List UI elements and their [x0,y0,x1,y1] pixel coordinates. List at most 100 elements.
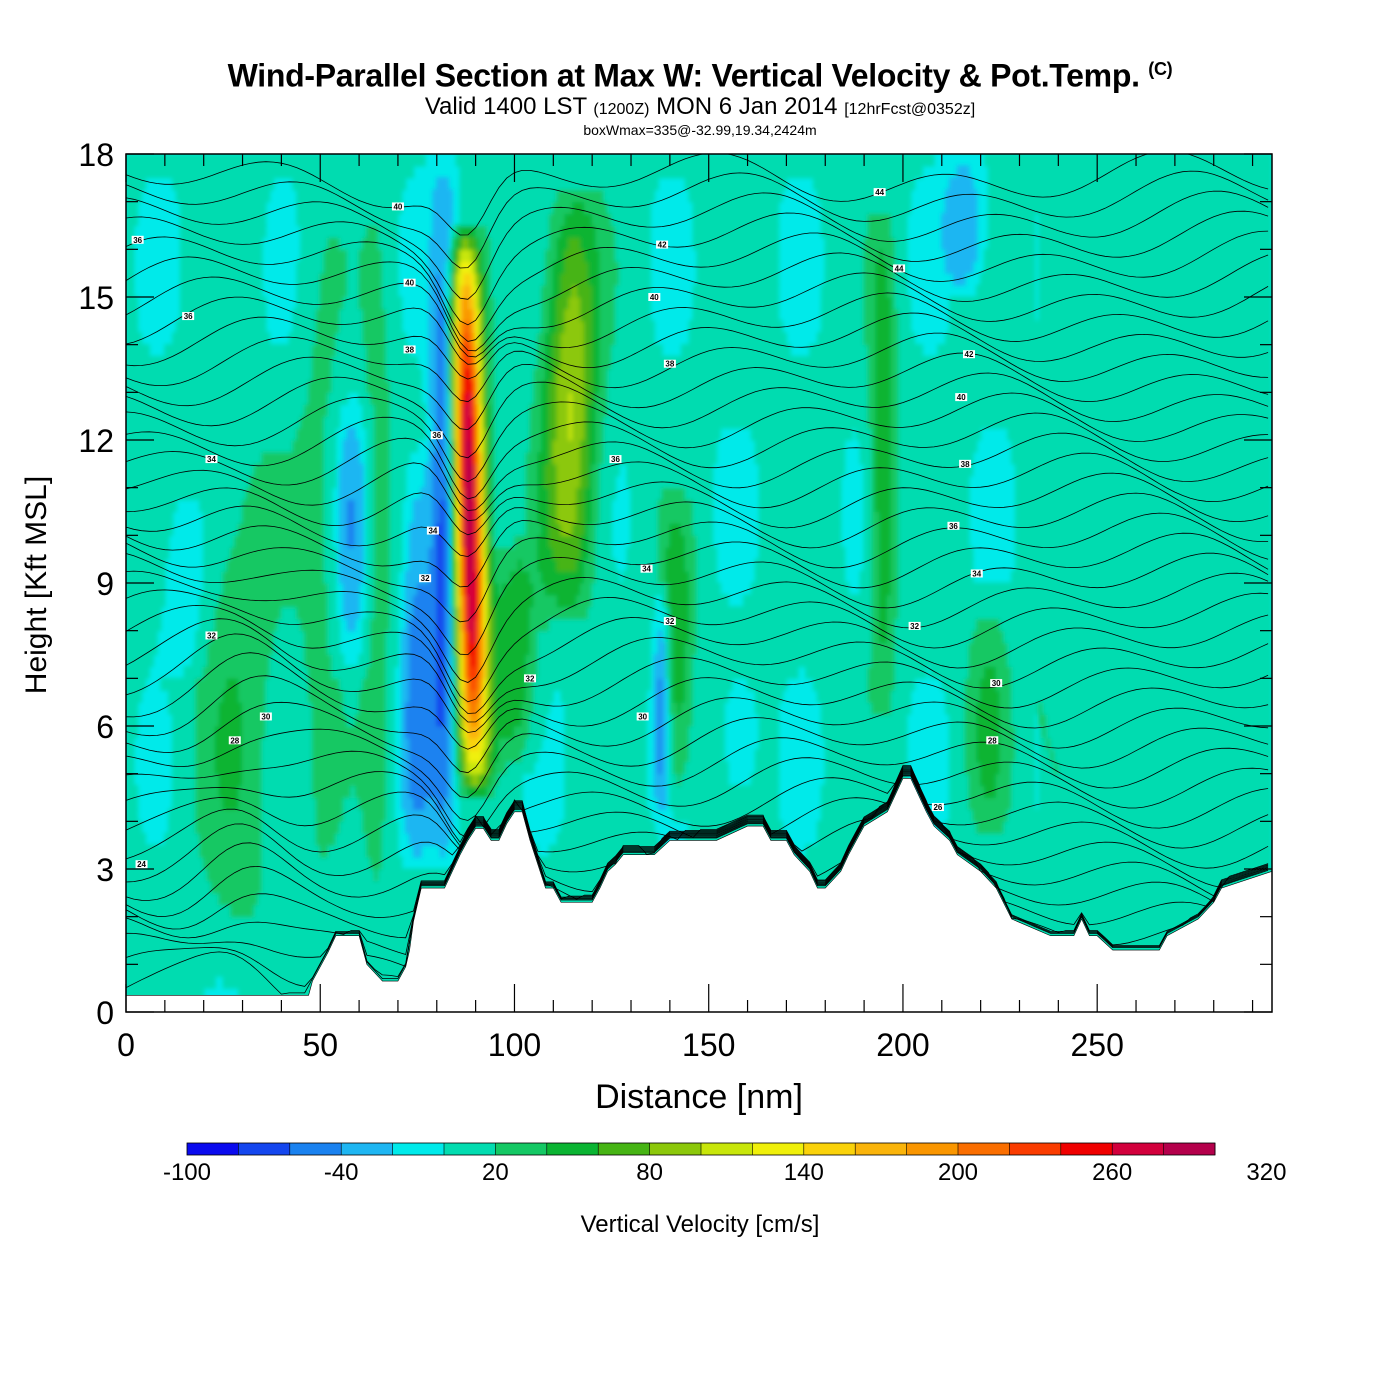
velocity-cell [339,773,345,787]
velocity-cell [238,642,244,655]
velocity-cell [315,177,321,191]
velocity-cell [397,475,403,489]
velocity-cell [253,630,259,644]
velocity-cell [366,570,372,584]
velocity-cell [362,642,368,655]
velocity-cell [273,928,279,941]
velocity-cell [195,844,201,858]
velocity-cell [253,260,259,274]
velocity-cell [238,606,244,620]
velocity-cell [366,761,372,775]
velocity-cell [385,677,391,691]
velocity-cell [354,725,360,739]
velocity-cell [148,594,154,608]
velocity-cell [358,701,364,715]
velocity-cell [218,594,224,608]
velocity-cell [195,403,201,417]
velocity-cell [420,427,426,441]
velocity-cell [350,511,356,524]
velocity-cell [126,820,131,834]
velocity-cell [129,773,135,787]
velocity-cell [284,570,290,584]
velocity-cell [323,689,329,703]
velocity-cell [265,844,271,858]
velocity-cell [339,487,345,501]
velocity-cell [300,463,306,477]
velocity-cell [385,475,391,489]
velocity-cell [331,320,337,334]
velocity-cell [354,451,360,465]
velocity-cell [335,236,341,250]
velocity-cell [199,951,205,965]
velocity-cell [327,236,333,250]
velocity-cell [273,546,279,560]
velocity-cell [300,642,306,655]
velocity-cell [319,344,325,358]
velocity-cell [428,391,434,405]
velocity-cell [273,522,279,536]
velocity-cell [137,511,143,524]
velocity-cell [199,344,205,358]
velocity-cell [249,379,255,393]
velocity-cell [315,606,321,620]
velocity-cell [144,618,150,632]
velocity-cell [257,582,263,596]
velocity-cell [381,201,387,215]
velocity-cell [218,773,224,787]
velocity-cell [230,785,236,798]
velocity-cell [137,391,143,405]
velocity-cell [207,165,212,179]
velocity-cell [378,654,383,667]
velocity-cell [428,236,434,250]
velocity-cell [432,665,438,679]
velocity-cell [319,248,325,262]
velocity-cell [323,487,329,501]
velocity-cell [432,332,438,346]
velocity-cell [308,570,313,584]
velocity-cell [288,439,294,453]
velocity-cell [308,451,313,465]
velocity-cell [137,630,143,644]
velocity-cell [242,856,247,870]
velocity-cell [424,868,430,882]
velocity-cell [137,534,143,548]
velocity-cell [253,785,259,798]
velocity-cell [292,522,298,536]
velocity-cell [144,356,150,369]
velocity-cell [288,415,294,429]
velocity-cell [176,725,181,739]
velocity-cell [315,499,321,512]
velocity-cell [207,951,212,965]
velocity-cell [393,511,399,524]
velocity-cell [168,379,174,393]
velocity-cell [269,749,275,763]
velocity-cell [133,665,139,679]
velocity-cell [358,511,364,524]
velocity-cell [358,248,364,262]
velocity-cell [432,379,438,393]
velocity-cell [234,546,240,560]
velocity-cell [409,642,414,655]
velocity-cell [261,773,267,787]
velocity-cell [238,534,244,548]
velocity-cell [191,201,197,215]
velocity-cell [335,749,341,763]
velocity-cell [440,177,446,191]
velocity-cell [339,546,345,560]
velocity-cell [428,677,434,691]
velocity-cell [156,154,162,167]
velocity-cell [261,975,267,989]
velocity-cell [378,582,383,596]
velocity-cell [358,487,364,501]
velocity-cell [203,248,209,262]
velocity-cell [370,546,376,560]
velocity-cell [218,284,224,298]
velocity-cell [261,928,267,941]
velocity-cell [210,618,216,632]
velocity-cell [199,320,205,334]
velocity-cell [277,785,282,798]
velocity-cell [234,880,240,894]
velocity-cell [226,904,232,918]
velocity-cell [207,868,212,882]
velocity-cell [195,654,201,667]
